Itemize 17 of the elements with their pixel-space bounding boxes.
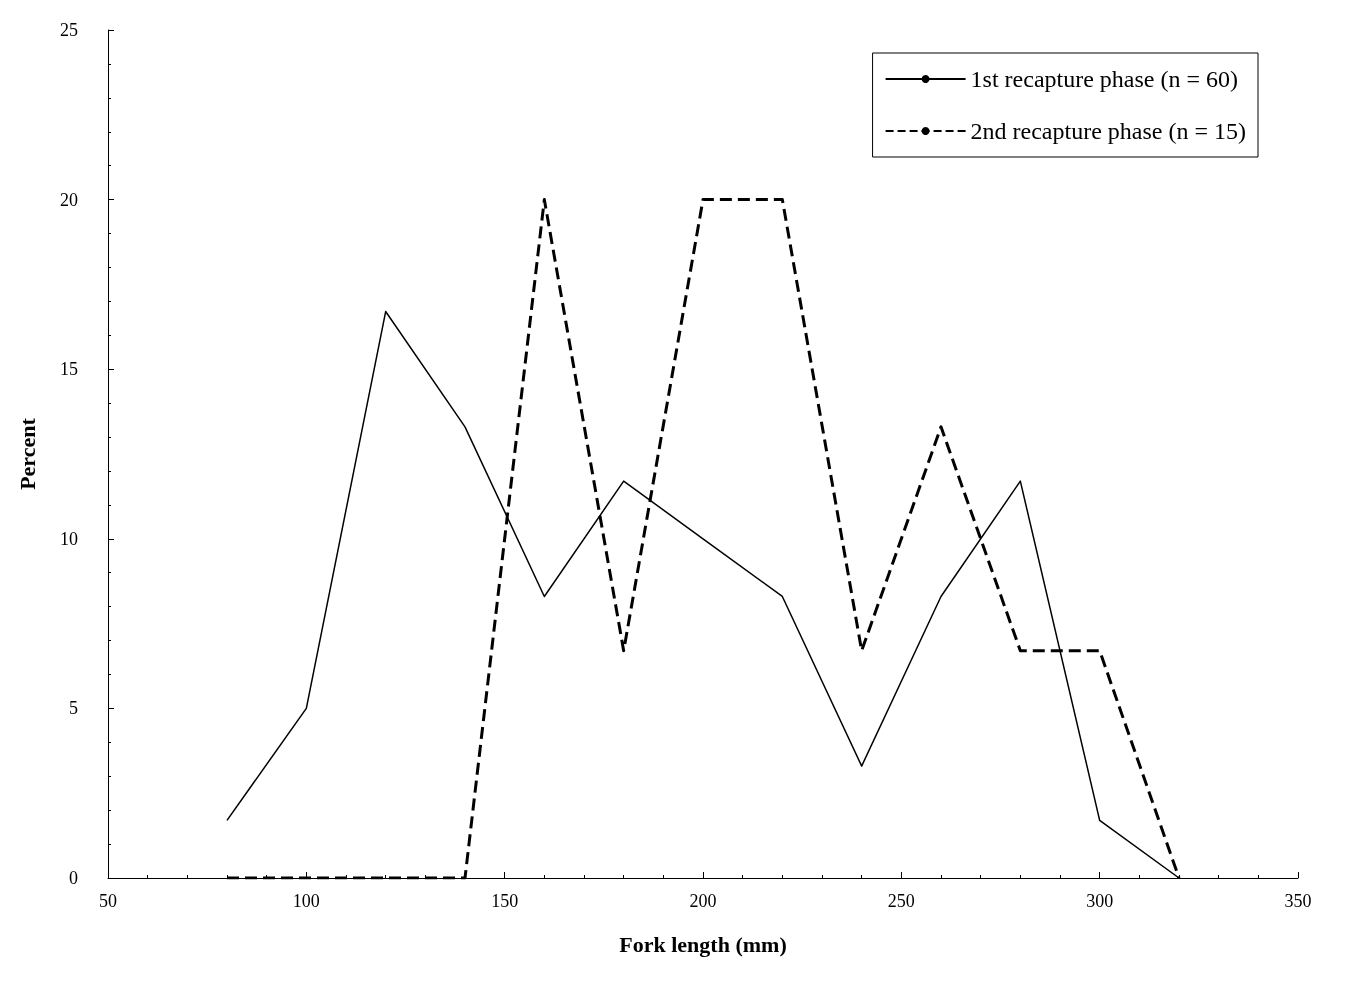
y-tick-label: 25 — [60, 20, 78, 40]
legend-label: 1st recapture phase (n = 60) — [970, 66, 1239, 92]
y-tick-label: 10 — [60, 528, 78, 549]
y-tick-label: 0 — [69, 868, 78, 888]
y-tick-label: 15 — [60, 359, 78, 380]
x-tick-label: 350 — [1284, 891, 1312, 911]
y-tick-label: 5 — [69, 698, 78, 719]
x-tick-label: 50 — [99, 891, 117, 911]
x-tick-label: 300 — [1086, 891, 1114, 911]
legend-label: 2nd recapture phase (n = 15) — [970, 118, 1247, 144]
y-axis-title: Percent — [14, 417, 40, 490]
x-tick-label: 250 — [887, 891, 915, 911]
y-tick-label: 20 — [60, 189, 78, 210]
x-tick-label: 150 — [491, 891, 519, 911]
x-axis-title: Fork length (mm) — [619, 931, 787, 957]
x-tick-label: 100 — [292, 891, 320, 911]
x-tick-label: 200 — [689, 891, 717, 911]
